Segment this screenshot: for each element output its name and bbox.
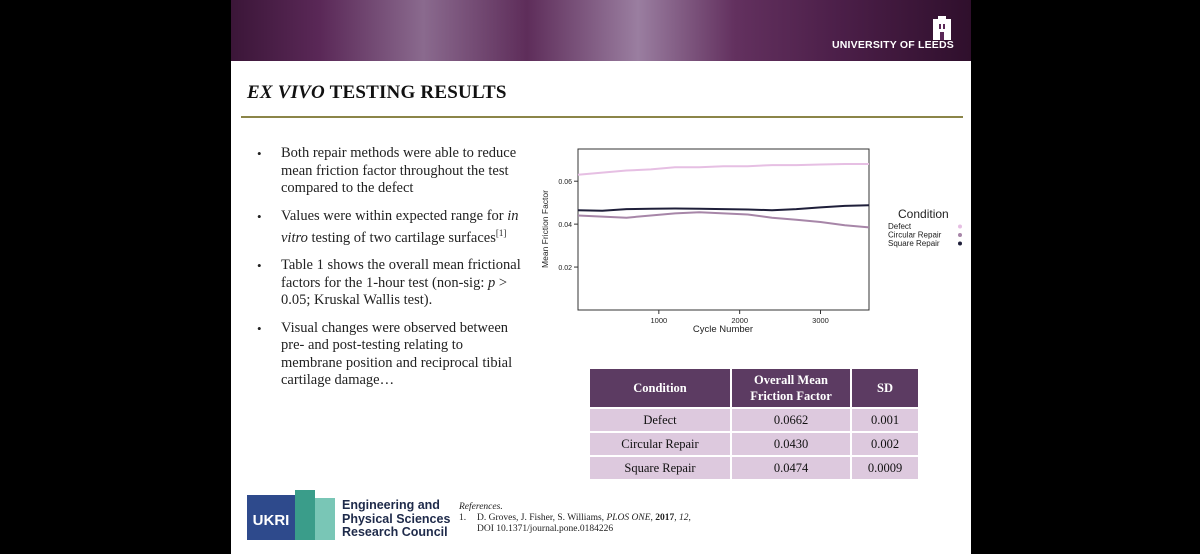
table-cell: Circular Repair	[590, 433, 730, 455]
table-cell: Defect	[590, 409, 730, 431]
table-header-mean: Overall Mean Friction Factor	[732, 369, 850, 407]
x-tick-label: 2000	[731, 316, 748, 325]
table-cell: 0.002	[852, 433, 918, 455]
slide-title-rest: TESTING RESULTS	[329, 82, 507, 103]
funder-line: Physical Sciences	[342, 511, 451, 526]
header-banner: UNIVERSITY OF LEEDS	[231, 0, 971, 61]
legend-marker	[958, 241, 962, 246]
reference-volume: 12	[679, 513, 689, 523]
friction-chart: 0.02 0.04 0.06 1000 2000 3000 Mean Friction …	[540, 148, 962, 335]
ukri-logo-icon: UKRI	[247, 490, 335, 540]
y-tick-label: 0.06	[558, 179, 572, 186]
y-axis-label: Mean Friction Factor	[540, 190, 550, 268]
bullet-text: Values were within expected range for	[281, 207, 508, 224]
series-line-defect	[577, 163, 869, 176]
y-tick-label: 0.04	[558, 222, 572, 229]
legend-title: Condition	[898, 207, 949, 221]
legend-marker	[958, 233, 962, 237]
reference-year: 2017	[655, 513, 675, 523]
title-divider	[241, 116, 963, 118]
legend-label: Circular Repair	[888, 231, 942, 240]
reference-separator: ,	[650, 513, 656, 523]
bullet-text: Visual changes were observed between pre…	[281, 319, 513, 389]
legend-label: Square Repair	[888, 239, 940, 248]
bullet-item: Visual changes were observed between pre…	[255, 320, 525, 390]
references-heading-text: References	[459, 502, 501, 512]
table-row: Circular Repair 0.0430 0.002	[590, 433, 918, 455]
table-cell: 0.001	[852, 409, 918, 431]
reference-doi: DOI 10.1371/journal.pone.0184226	[477, 524, 614, 534]
university-name: UNIVERSITY OF LEEDS	[831, 39, 954, 51]
bullet-item: Both repair methods were able to reduce …	[255, 145, 525, 198]
references: References. 1. D. Groves, J. Fisher, S. W…	[459, 502, 691, 535]
results-table: Condition Overall Mean Friction Factor S…	[588, 367, 920, 481]
table-cell: 0.0474	[732, 457, 850, 479]
table-row: Defect 0.0662 0.001	[590, 409, 918, 431]
references-heading: References.	[459, 502, 503, 512]
reference-entry: 1. D. Groves, J. Fisher, S. Williams, PLO…	[459, 513, 691, 523]
bullet-text: testing of two cartilage surfaces	[307, 229, 496, 246]
table-header-sd: SD	[852, 369, 918, 407]
reference-journal: PLOS ONE	[606, 513, 651, 523]
x-tick-label: 3000	[812, 316, 829, 325]
legend-label: Defect	[888, 222, 912, 231]
table-header-condition: Condition	[590, 369, 730, 407]
slide-title: EX VIVO TESTING RESULTS	[247, 82, 507, 104]
bullet-italic-text: in vitro	[281, 207, 519, 246]
bullet-text: Table 1 shows the overall mean frictiona…	[281, 257, 521, 291]
bullet-item: Values were within expected range for in…	[255, 208, 525, 248]
reference-authors: D. Groves, J. Fisher, S. Williams,	[477, 513, 607, 523]
ukri-logo-text: UKRI	[253, 512, 290, 529]
funder-line: Engineering and	[342, 498, 440, 512]
bullet-item: Table 1 shows the overall mean frictiona…	[255, 257, 525, 310]
legend-marker	[958, 224, 962, 229]
x-axis-label: Cycle Number	[693, 324, 753, 335]
x-tick-label: 1000	[650, 316, 667, 325]
bullet-text: Both repair methods were able to reduce …	[281, 145, 517, 196]
table-row: Square Repair 0.0474 0.0009	[590, 457, 918, 479]
table-cell: 0.0009	[852, 457, 918, 479]
citation-marker: [1]	[495, 228, 507, 238]
series-line-square-repair	[577, 204, 870, 212]
reference-number: 1.	[459, 513, 467, 523]
slide-title-italic: EX VIVO	[247, 82, 325, 103]
y-tick-label: 0.02	[558, 265, 572, 272]
bullet-italic-text: p	[487, 274, 496, 291]
leeds-tower-logo-icon	[933, 16, 951, 40]
slide: UNIVERSITY OF LEEDS EX VIVO TESTING RESU…	[231, 0, 971, 554]
bullet-list: Both repair methods were able to reduce …	[255, 145, 525, 400]
table-header-row: Condition Overall Mean Friction Factor S…	[590, 369, 918, 407]
series-line-circular-repair	[577, 211, 870, 229]
table-cell: 0.0430	[732, 433, 850, 455]
plot-area	[577, 148, 870, 311]
table-cell: 0.0662	[732, 409, 850, 431]
funder-name: Engineering and Physical Sciences Resear…	[342, 498, 451, 540]
bullet-text: > 0.05; Kruskal Wallis test).	[281, 274, 508, 309]
table-cell: Square Repair	[590, 457, 730, 479]
funder-line: Research Council	[342, 525, 448, 539]
